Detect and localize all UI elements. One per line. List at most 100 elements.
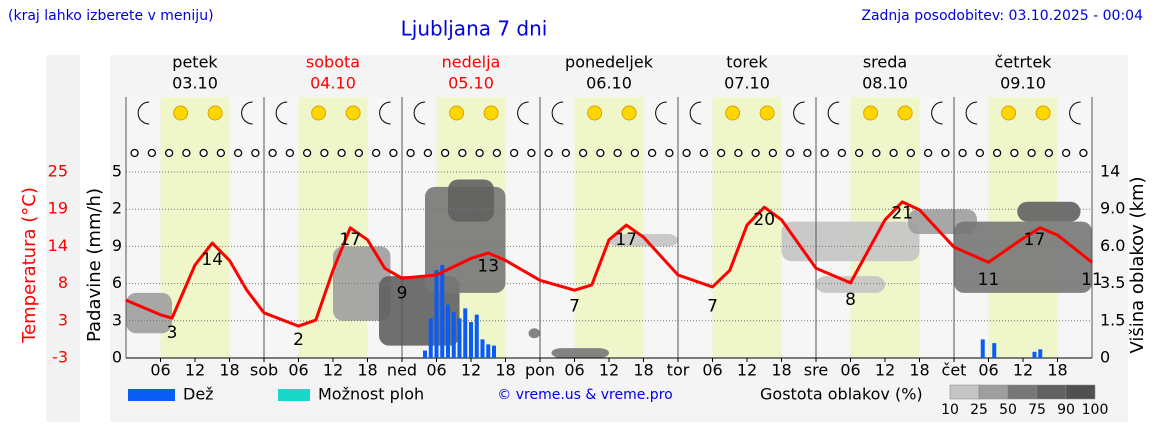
night-column — [643, 97, 678, 358]
wind-calm — [423, 148, 433, 158]
cloud-cell — [551, 348, 609, 358]
region-hint[interactable]: (kraj lahko izberete v meniju) — [8, 8, 214, 24]
wind-calm — [251, 148, 260, 158]
night-column — [505, 97, 540, 358]
wind-calm — [440, 148, 450, 158]
cloud-cell — [448, 179, 494, 222]
wind-calm — [803, 148, 812, 158]
cloud-tick-label: 14 — [1100, 162, 1120, 181]
wind-calm — [734, 148, 743, 158]
x-tick-label: 12 — [185, 361, 205, 380]
wind-calm — [199, 148, 208, 158]
density-swatch — [978, 384, 1009, 400]
wind-calm — [371, 148, 381, 158]
day-name: ponedeljek — [565, 53, 654, 72]
x-tick-label: 12 — [875, 361, 895, 380]
precip-bar — [463, 308, 468, 358]
wind-calm — [854, 148, 864, 158]
day-date: 08.10 — [862, 74, 908, 93]
density-swatch — [1065, 384, 1096, 400]
wind-calm — [958, 148, 967, 158]
day-date: 04.10 — [310, 74, 356, 93]
y-tick-label: 14 — [48, 236, 68, 255]
day-name: četrtek — [995, 53, 1053, 72]
temperature-label: 8 — [845, 290, 856, 310]
wind-calm — [389, 148, 398, 158]
x-tick-label: 06 — [564, 361, 584, 380]
wind-calm — [458, 148, 467, 158]
day-name: sreda — [863, 53, 907, 72]
density-swatch — [1036, 384, 1067, 400]
day-date: 03.10 — [172, 74, 218, 93]
sun-icon — [449, 105, 465, 121]
temperature-label: 14 — [201, 250, 223, 270]
sun-icon — [1035, 105, 1051, 121]
wind-calm — [992, 148, 1002, 158]
x-tick-label: 12 — [737, 361, 757, 380]
x-tick-label: 18 — [357, 361, 377, 380]
precip-bar — [451, 312, 456, 358]
precip-tick-label: 9 — [112, 236, 122, 255]
precip-bar — [492, 345, 496, 358]
precip-bar — [469, 322, 473, 358]
precip-bar — [992, 343, 997, 358]
moon-icon — [379, 101, 391, 125]
moon-icon — [793, 101, 805, 125]
density-level: 25 — [970, 402, 988, 418]
cloud-cell — [954, 221, 1092, 293]
sun-icon — [725, 105, 741, 121]
sun-icon — [759, 105, 775, 121]
cloud-tick-label: 9.0 — [1100, 199, 1125, 218]
wind-calm — [164, 148, 174, 158]
density-level: 100 — [1082, 402, 1109, 418]
wind-calm — [337, 148, 346, 158]
density-level: 10 — [941, 402, 959, 418]
wind-calm — [475, 148, 484, 158]
temperature-label: 17 — [1024, 230, 1046, 250]
temperature-label: 7 — [569, 297, 580, 317]
sun-icon — [173, 105, 189, 121]
cloud-cell — [126, 292, 172, 334]
night-column — [540, 97, 575, 358]
wind-calm — [1079, 148, 1088, 158]
y-axis-title: Temperatura (°C) — [19, 187, 40, 344]
temperature-label: 11 — [978, 270, 1000, 290]
moon-icon — [827, 101, 840, 125]
cloud-axis-title: Višina oblakov (km) — [1127, 176, 1148, 353]
cloud-tick-label: 6.0 — [1100, 236, 1125, 255]
y-tick-label: 19 — [48, 199, 68, 218]
moon-icon — [275, 101, 288, 125]
wind-calm — [665, 148, 674, 158]
x-tick-label: čet — [942, 361, 967, 380]
y-tick-label: 8 — [58, 273, 68, 292]
wind-calm — [216, 148, 226, 158]
wind-calm — [354, 148, 364, 158]
x-tick-label: 12 — [323, 361, 343, 380]
left-strip — [46, 55, 80, 422]
temperature-label: 20 — [753, 210, 775, 230]
x-tick-label: 18 — [909, 361, 929, 380]
wind-calm — [492, 148, 502, 158]
temperature-label: 21 — [891, 204, 913, 224]
cloud-cell — [609, 234, 678, 247]
density-swatch — [949, 384, 980, 400]
night-column — [678, 97, 713, 358]
cloud-tick-label: 3.5 — [1100, 273, 1125, 292]
wind-calm — [647, 148, 657, 158]
wind-calm — [820, 148, 829, 158]
wind-calm — [285, 148, 295, 158]
cloud-cell — [333, 246, 391, 321]
wind-calm — [1061, 148, 1071, 158]
temperature-label: 17 — [615, 230, 637, 250]
day-date: 06.10 — [586, 74, 632, 93]
x-tick-label: ned — [387, 361, 417, 380]
y-tick-label: 25 — [48, 162, 68, 181]
x-tick-label: 18 — [633, 361, 653, 380]
wind-calm — [941, 148, 950, 158]
wind-calm — [527, 148, 536, 158]
sun-icon — [587, 105, 603, 121]
y-tick-label: -3 — [52, 348, 68, 367]
wind-calm — [268, 148, 277, 158]
day-date: 09.10 — [1000, 74, 1046, 93]
